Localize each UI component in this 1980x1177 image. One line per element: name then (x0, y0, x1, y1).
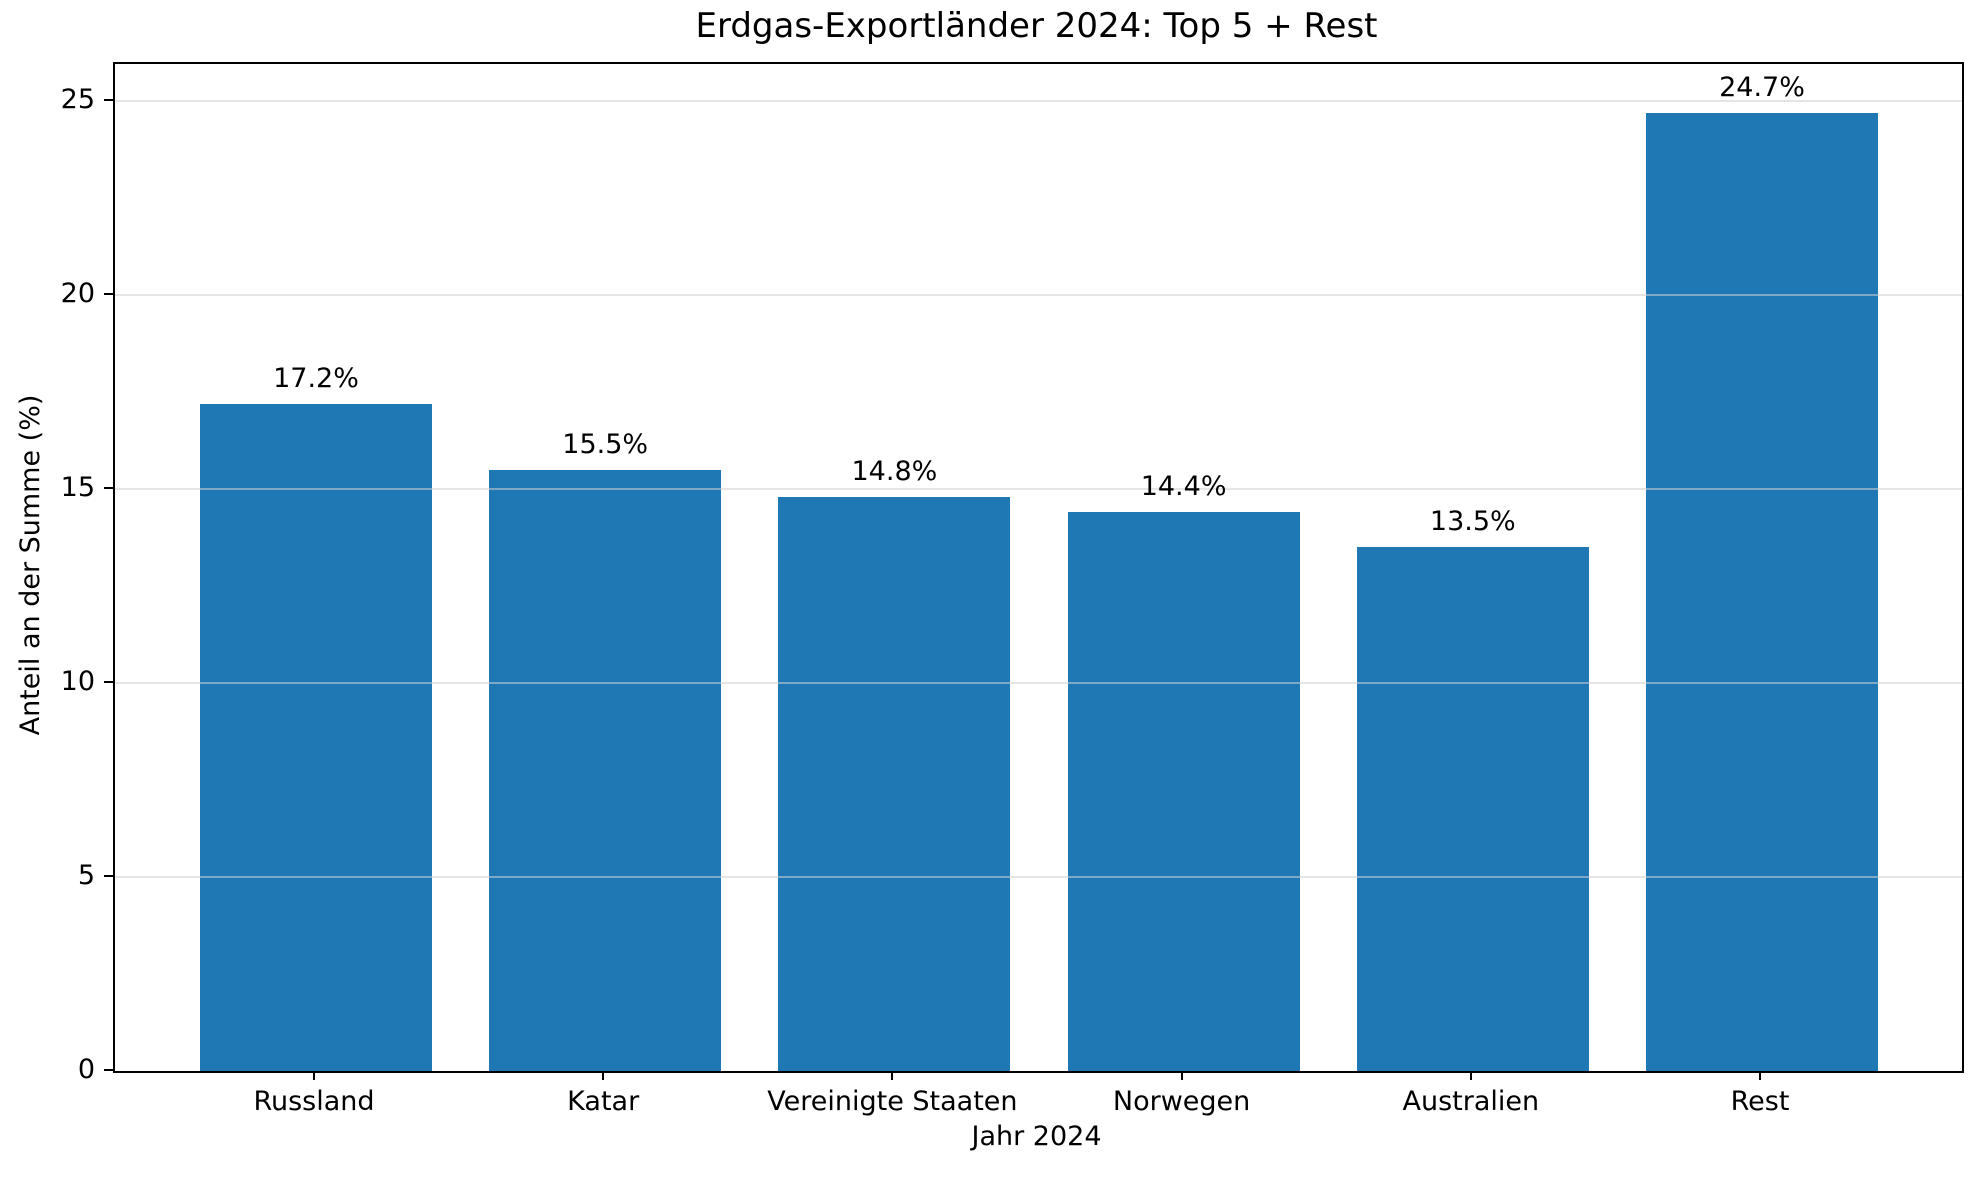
y-tick-mark (104, 486, 113, 489)
x-tick-mark (1469, 1071, 1472, 1080)
y-tick-label: 25 (60, 83, 95, 115)
chart-title: Erdgas-Exportländer 2024: Top 5 + Rest (695, 6, 1378, 46)
x-tick-label: Vereinigte Staaten (767, 1086, 1018, 1117)
x-tick-mark (1759, 1071, 1761, 1080)
bar (1067, 512, 1300, 1071)
x-tick-label: Katar (567, 1086, 640, 1117)
bar (1646, 112, 1878, 1071)
y-tick-label: 10 (60, 665, 95, 697)
x-tick-mark (313, 1071, 315, 1080)
y-tick-mark (104, 292, 113, 295)
bar (489, 469, 722, 1071)
bar-value-label: 14.8% (851, 455, 938, 487)
bar-value-label: 15.5% (562, 428, 649, 460)
y-tick-label: 20 (60, 277, 95, 309)
y-tick-mark (104, 680, 113, 683)
y-tick-mark (104, 874, 113, 877)
y-tick-mark (104, 98, 113, 101)
y-tick-label: 15 (60, 471, 95, 503)
x-tick-mark (891, 1071, 894, 1080)
bar (1356, 547, 1589, 1071)
bar-value-label: 24.7% (1719, 71, 1805, 103)
x-tick-label: Russland (253, 1086, 375, 1117)
bar (778, 496, 1011, 1071)
x-tick-mark (1180, 1071, 1183, 1080)
bar (200, 403, 432, 1071)
bar-value-label: 14.4% (1140, 471, 1227, 503)
x-tick-label: Rest (1730, 1086, 1790, 1117)
y-tick-label: 5 (77, 859, 95, 891)
x-axis-label: Jahr 2024 (971, 1121, 1102, 1152)
bar-value-label: 13.5% (1429, 506, 1516, 538)
x-tick-label: Australien (1402, 1086, 1540, 1117)
y-tick-label: 0 (77, 1054, 95, 1085)
bar-value-label: 17.2% (273, 362, 359, 394)
x-tick-mark (602, 1071, 605, 1080)
plot-area: 17.2% 15.5% 14.8% 14.4% 13.5% 24.7% (113, 62, 1964, 1073)
y-tick-mark (104, 1069, 113, 1071)
x-tick-label: Norwegen (1112, 1086, 1251, 1117)
